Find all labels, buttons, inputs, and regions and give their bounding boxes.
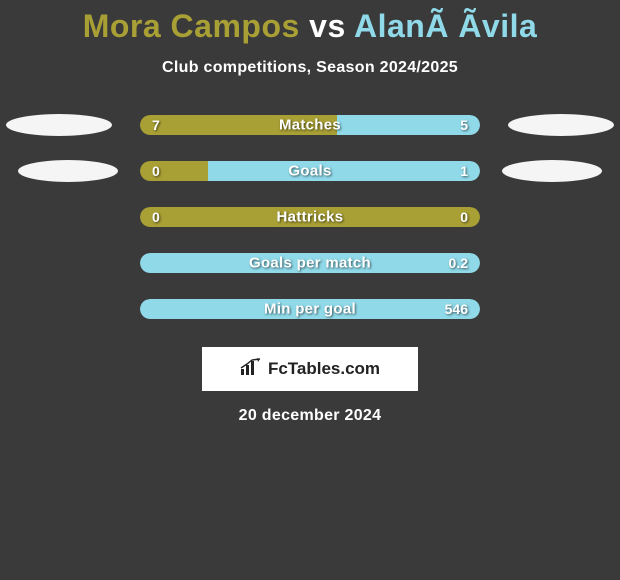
- stat-label: Matches: [279, 117, 341, 134]
- stat-label: Hattricks: [277, 209, 344, 226]
- stat-bar: 0 1 Goals: [140, 161, 480, 181]
- stat-value-left: 0: [152, 163, 160, 179]
- stat-bar: 7 5 Matches: [140, 115, 480, 135]
- stat-row: 0 0 Hattricks: [0, 207, 620, 227]
- date-text: 20 december 2024: [239, 407, 382, 425]
- stat-bar: 0 0 Hattricks: [140, 207, 480, 227]
- stat-value-right: 0: [460, 209, 468, 225]
- player2-name: AlanÃ Ãvila: [354, 8, 537, 44]
- player1-name: Mora Campos: [83, 8, 300, 44]
- stat-value-right: 5: [460, 117, 468, 133]
- vs-text: vs: [309, 8, 346, 44]
- stat-value-left: 7: [152, 117, 160, 133]
- avatar-placeholder: [508, 114, 614, 136]
- brand-text: FcTables.com: [268, 359, 380, 379]
- stat-row: 7 5 Matches: [0, 115, 620, 135]
- stat-row: 0 1 Goals: [0, 161, 620, 181]
- stat-row: 0.2 Goals per match: [0, 253, 620, 273]
- stat-bar: 546 Min per goal: [140, 299, 480, 319]
- stat-row: 546 Min per goal: [0, 299, 620, 319]
- stat-value-right: 0.2: [449, 255, 468, 271]
- bar-right: [337, 115, 480, 135]
- chart-icon: [240, 358, 262, 381]
- bar-right: [208, 161, 480, 181]
- stat-label: Min per goal: [264, 301, 356, 318]
- avatar-placeholder: [502, 160, 602, 182]
- stat-bar: 0.2 Goals per match: [140, 253, 480, 273]
- stat-value-left: 0: [152, 209, 160, 225]
- avatar-placeholder: [6, 114, 112, 136]
- widget-container: Mora Campos vs AlanÃ Ãvila Club competit…: [0, 0, 620, 425]
- stat-label: Goals: [288, 163, 331, 180]
- stat-value-right: 546: [445, 301, 468, 317]
- subtitle: Club competitions, Season 2024/2025: [162, 59, 458, 77]
- stat-value-right: 1: [460, 163, 468, 179]
- avatar-placeholder: [18, 160, 118, 182]
- stats-area: 7 5 Matches 0 1 Goals 0 0 Hattricks 0.2 Goals per …: [0, 115, 620, 319]
- stat-label: Goals per match: [249, 255, 371, 272]
- page-title: Mora Campos vs AlanÃ Ãvila: [83, 8, 538, 45]
- bar-left: [140, 161, 208, 181]
- brand-logo[interactable]: FcTables.com: [202, 347, 418, 391]
